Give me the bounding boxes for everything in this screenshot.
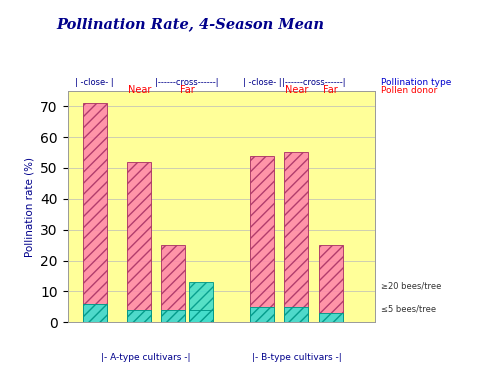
Bar — [189, 282, 212, 322]
Text: |------cross------|: |------cross------| — [282, 78, 346, 87]
Text: Near: Near — [284, 85, 308, 95]
Bar — [250, 307, 274, 322]
Bar — [189, 310, 212, 322]
Text: | -close- |: | -close- | — [76, 78, 114, 87]
Bar — [318, 245, 342, 322]
Text: Far: Far — [180, 85, 194, 95]
Bar — [128, 310, 151, 322]
Bar — [284, 152, 308, 322]
Text: Pollination Rate, 4-Season Mean: Pollination Rate, 4-Season Mean — [56, 17, 324, 31]
Text: Pollination type: Pollination type — [381, 78, 452, 87]
Bar — [83, 304, 107, 322]
Bar — [162, 310, 186, 322]
Bar — [250, 156, 274, 322]
Bar — [128, 162, 151, 322]
Text: Near: Near — [128, 85, 151, 95]
Text: Pollen donor: Pollen donor — [381, 86, 437, 95]
Text: |- B-type cultivars -|: |- B-type cultivars -| — [252, 353, 342, 362]
Text: ≤5 bees/tree: ≤5 bees/tree — [381, 304, 436, 313]
Bar — [83, 103, 107, 322]
Text: Far: Far — [323, 85, 338, 95]
Bar — [162, 245, 186, 322]
Text: |- A-type cultivars -|: |- A-type cultivars -| — [102, 353, 191, 362]
Text: ≥20 bees/tree: ≥20 bees/tree — [381, 281, 442, 290]
Bar — [318, 313, 342, 322]
Text: |------cross------|: |------cross------| — [156, 78, 219, 87]
Y-axis label: Pollination rate (%): Pollination rate (%) — [24, 156, 34, 257]
Bar — [284, 307, 308, 322]
Text: | -close- |: | -close- | — [243, 78, 282, 87]
